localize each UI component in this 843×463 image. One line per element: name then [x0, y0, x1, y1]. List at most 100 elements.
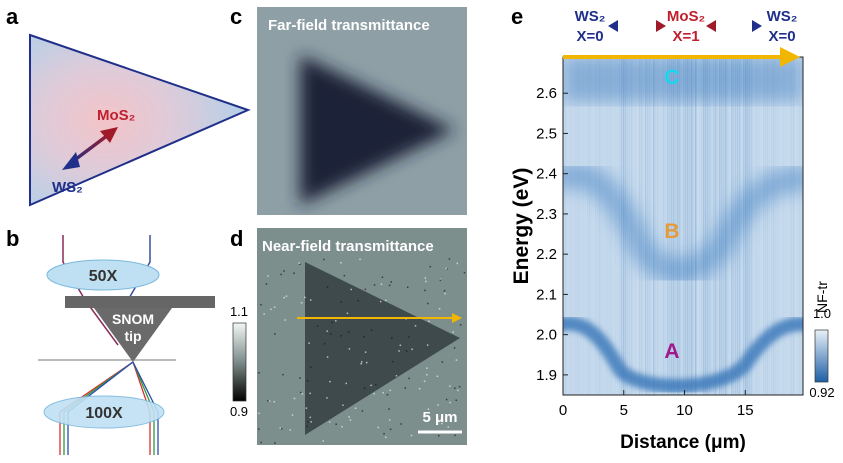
noise-dot	[349, 348, 351, 350]
stripe	[647, 57, 649, 395]
noise-dot	[258, 372, 260, 374]
colorbar	[815, 330, 828, 382]
stripe	[619, 57, 621, 395]
noise-dot	[361, 361, 363, 363]
mos2-label: MoS₂	[97, 107, 135, 124]
colorbar	[233, 323, 246, 401]
noise-dot	[388, 408, 390, 410]
noise-dot	[310, 299, 312, 301]
stripe	[701, 57, 703, 395]
noise-dot	[370, 385, 372, 387]
heatmap	[555, 57, 810, 395]
scale-bar-label: 5 μm	[422, 409, 457, 426]
x-tick-label: 5	[620, 402, 628, 419]
noise-dot	[427, 303, 429, 305]
stripe	[713, 57, 715, 395]
stripe	[591, 57, 593, 395]
noise-dot	[282, 374, 284, 376]
noise-dot	[260, 442, 262, 444]
stripe	[601, 57, 603, 395]
noise-dot	[283, 297, 285, 299]
stripe	[789, 57, 791, 395]
header-material: WS₂	[767, 8, 798, 25]
noise-dot	[345, 383, 347, 385]
stripe	[699, 57, 701, 395]
noise-dot	[266, 283, 268, 285]
noise-dot	[323, 440, 325, 442]
noise-dot	[371, 330, 373, 332]
colorbar-tick-label: 0.92	[809, 385, 834, 400]
noise-dot	[387, 394, 389, 396]
arrow-head	[608, 20, 618, 32]
stripe	[593, 57, 595, 395]
stripe	[755, 57, 757, 395]
stripe	[571, 57, 573, 395]
noise-dot	[406, 350, 408, 352]
panel-b: b 50X SNOM tip 100X	[6, 226, 215, 455]
noise-dot	[258, 428, 260, 430]
stripe	[743, 57, 745, 395]
noise-dot	[425, 277, 427, 279]
stripe	[581, 57, 583, 395]
stripe	[765, 57, 767, 395]
stripe	[715, 57, 717, 395]
stripe	[629, 57, 631, 395]
noise-dot	[350, 419, 352, 421]
stripe	[691, 57, 693, 395]
noise-dot	[374, 284, 376, 286]
noise-dot	[365, 289, 367, 291]
stripe	[775, 57, 777, 395]
noise-dot	[347, 313, 349, 315]
stripe	[631, 57, 633, 395]
noise-dot	[269, 400, 271, 402]
stripe	[615, 57, 617, 395]
stripe	[771, 57, 773, 395]
stripe	[773, 57, 775, 395]
noise-dot	[449, 402, 451, 404]
noise-dot	[390, 429, 392, 431]
peak-label: C	[664, 66, 679, 89]
noise-dot	[437, 404, 439, 406]
cantilever	[65, 296, 215, 308]
stripe	[613, 57, 615, 395]
stripe	[777, 57, 779, 395]
noise-dot	[375, 384, 377, 386]
stripe	[769, 57, 771, 395]
noise-dot	[324, 343, 326, 345]
stripe	[799, 57, 801, 395]
stripe	[603, 57, 605, 395]
stripe	[585, 57, 587, 395]
noise-dot	[391, 337, 393, 339]
noise-dot	[281, 428, 283, 430]
noise-dot	[430, 266, 432, 268]
noise-dot	[283, 270, 285, 272]
tip-label: SNOM	[112, 311, 154, 327]
noise-dot	[442, 361, 444, 363]
noise-dot	[456, 263, 458, 265]
stripe	[707, 57, 709, 395]
noise-dot	[440, 279, 442, 281]
noise-dot	[335, 423, 337, 425]
noise-dot	[274, 306, 276, 308]
noise-dot	[383, 433, 385, 435]
x-tick-label: 0	[559, 402, 567, 419]
noise-dot	[326, 330, 328, 332]
noise-dot	[363, 336, 365, 338]
lens-label: 100X	[85, 405, 123, 422]
noise-dot	[396, 375, 398, 377]
panel-label: a	[6, 4, 19, 29]
noise-dot	[285, 319, 287, 321]
noise-dot	[348, 331, 350, 333]
stripe	[693, 57, 695, 395]
noise-dot	[362, 410, 364, 412]
stripe	[703, 57, 705, 395]
noise-dot	[306, 407, 308, 409]
noise-dot	[408, 378, 410, 380]
x-tick-label: 10	[676, 402, 693, 419]
stripe	[653, 57, 655, 395]
noise-dot	[428, 321, 430, 323]
panel-a: a MoS₂ WS₂	[6, 4, 248, 205]
noise-dot	[382, 392, 384, 394]
stripe	[575, 57, 577, 395]
stripe	[587, 57, 589, 395]
